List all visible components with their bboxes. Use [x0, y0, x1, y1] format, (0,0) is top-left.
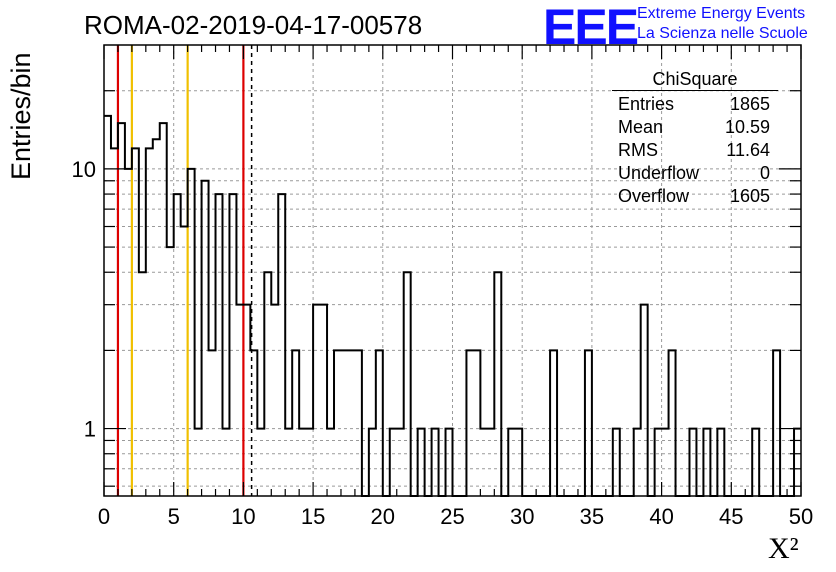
- x-tick-label: 25: [440, 504, 464, 529]
- stats-value: 1605: [729, 186, 770, 206]
- stats-label: Underflow: [618, 163, 700, 183]
- x-axis-label: X²: [768, 532, 799, 565]
- stats-header: ChiSquare: [612, 68, 778, 91]
- stats-row: RMS 11.64: [612, 139, 778, 162]
- stats-label: RMS: [618, 140, 658, 160]
- x-tick-label: 5: [168, 504, 180, 529]
- stats-value: 0: [759, 163, 770, 183]
- x-tick-label: 10: [231, 504, 255, 529]
- y-tick-label: 1: [84, 417, 96, 442]
- stats-value: 11.64: [726, 140, 770, 160]
- stats-label: Overflow: [618, 186, 690, 206]
- plot-title: ROMA-02-2019-04-17-00578: [84, 10, 423, 40]
- stats-box: ChiSquare Entries 1865 Mean 10.59 RMS 11…: [612, 68, 778, 208]
- x-tick-label: 0: [98, 504, 110, 529]
- stats-row: Underflow 0: [612, 162, 778, 185]
- y-tick-label: 10: [72, 157, 96, 182]
- x-tick-label: 40: [649, 504, 673, 529]
- x-tick-label: 35: [580, 504, 604, 529]
- y-axis-label-text: Entries/bin: [6, 52, 36, 180]
- logo-line-2: La Scienza nelle Scuole: [637, 25, 808, 42]
- stats-label: Mean: [618, 117, 664, 137]
- eee-logo-text: Extreme Energy Events La Scienza nelle S…: [637, 4, 808, 44]
- eee-logo: EEE: [543, 0, 639, 55]
- tick-labels: 0 5 10 15 20 25 30 35 40 45 50 1 10: [72, 157, 814, 529]
- x-tick-label: 30: [510, 504, 534, 529]
- x-tick-label: 15: [301, 504, 325, 529]
- stats-row: Overflow 1605: [612, 185, 778, 208]
- x-tick-label: 50: [789, 504, 813, 529]
- x-tick-label: 20: [371, 504, 395, 529]
- reference-lines: [116, 45, 253, 496]
- stats-label: Entries: [618, 94, 675, 114]
- stats-value: 10.59: [724, 117, 770, 137]
- axis-ticks: [103, 45, 802, 496]
- logo-line-1: Extreme Energy Events: [637, 5, 806, 22]
- stats-row: Mean 10.59: [612, 116, 778, 139]
- x-tick-label: 45: [719, 504, 743, 529]
- stats-value: 1865: [729, 94, 770, 114]
- stats-row: Entries 1865: [612, 93, 778, 116]
